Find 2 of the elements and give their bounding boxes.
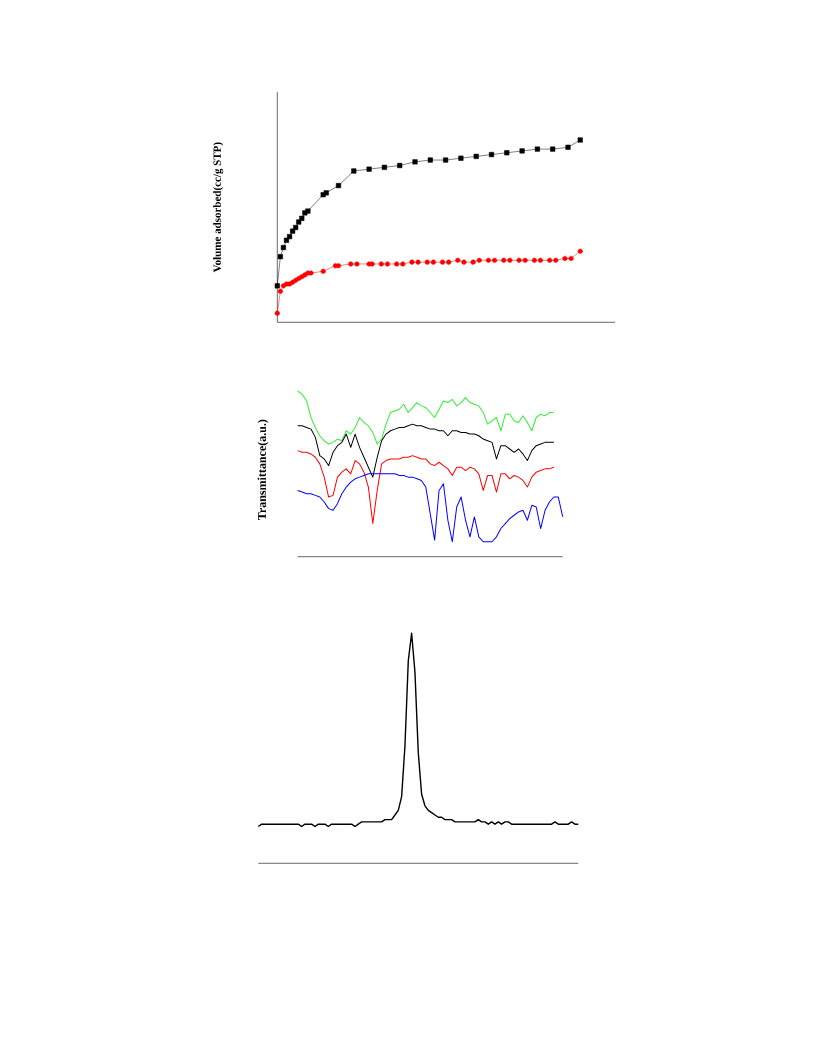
y-axis-title: Volume adsorbed(cc/g STP) [213,142,224,273]
y-axis-title: Transmittance(a.u.) [257,419,269,521]
